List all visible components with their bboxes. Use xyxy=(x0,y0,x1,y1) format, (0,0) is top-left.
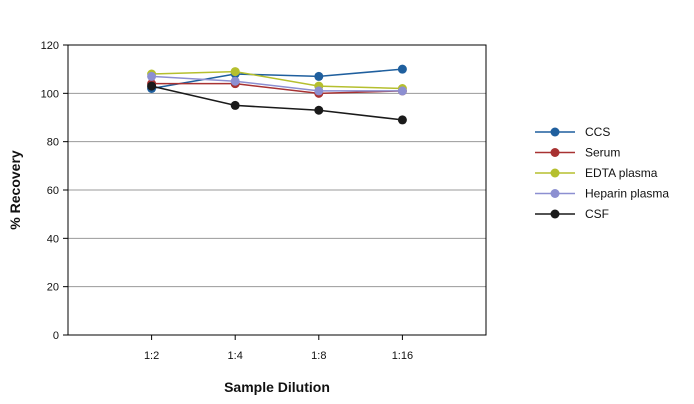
series-group xyxy=(147,64,407,125)
y-axis-ticks: 0 20 40 60 80 100 120 xyxy=(41,40,68,342)
series-line xyxy=(151,85,403,121)
data-point xyxy=(397,64,407,74)
y-axis-title: % Recovery xyxy=(7,150,23,230)
legend-item: CSF xyxy=(535,207,609,221)
gridlines xyxy=(68,92,486,288)
series-csf xyxy=(147,81,407,125)
legend-swatch-marker xyxy=(550,189,560,198)
x-axis-ticks: 1:2 1:4 1:8 1:16 xyxy=(144,335,413,362)
legend-label: EDTA plasma xyxy=(585,166,658,180)
legend-swatch-marker xyxy=(550,209,560,219)
legend-label: Serum xyxy=(585,146,620,160)
data-point xyxy=(314,71,324,81)
x-tick-label: 1:4 xyxy=(228,350,243,362)
data-point xyxy=(397,115,407,125)
legend-label: CSF xyxy=(585,207,609,221)
y-tick-label: 0 xyxy=(53,330,59,342)
legend-swatch-marker xyxy=(550,127,560,137)
legend-item: CCS xyxy=(535,125,610,139)
series-line xyxy=(151,68,403,90)
legend: CCS Serum EDTA plasma Heparin plasma CSF xyxy=(535,125,669,221)
data-point xyxy=(147,71,157,81)
series-heparin-plasma xyxy=(147,71,407,96)
legend-item: Serum xyxy=(535,146,620,160)
data-point xyxy=(397,86,407,96)
series-line xyxy=(151,75,403,92)
y-tick-label: 40 xyxy=(47,233,59,245)
legend-item: Heparin plasma xyxy=(535,187,669,201)
data-point xyxy=(314,105,324,115)
data-point xyxy=(230,100,240,110)
y-tick-label: 100 xyxy=(41,88,59,100)
x-tick-label: 1:8 xyxy=(311,350,326,362)
y-tick-label: 60 xyxy=(47,185,59,197)
series-line xyxy=(151,70,403,90)
x-axis-title: Sample Dilution xyxy=(224,379,330,395)
data-point xyxy=(314,86,324,96)
legend-item: EDTA plasma xyxy=(535,166,658,180)
y-tick-label: 120 xyxy=(41,40,59,52)
legend-swatch-marker xyxy=(550,168,560,178)
x-tick-label: 1:2 xyxy=(144,350,159,362)
data-point xyxy=(230,76,240,86)
data-point xyxy=(230,67,240,77)
y-tick-label: 80 xyxy=(47,137,59,149)
legend-label: CCS xyxy=(585,125,610,139)
legend-swatch-marker xyxy=(550,148,560,157)
legend-label: Heparin plasma xyxy=(585,187,669,201)
series-line xyxy=(151,82,403,95)
y-tick-label: 20 xyxy=(47,282,59,294)
data-point xyxy=(147,81,157,91)
x-tick-label: 1:16 xyxy=(392,350,413,362)
